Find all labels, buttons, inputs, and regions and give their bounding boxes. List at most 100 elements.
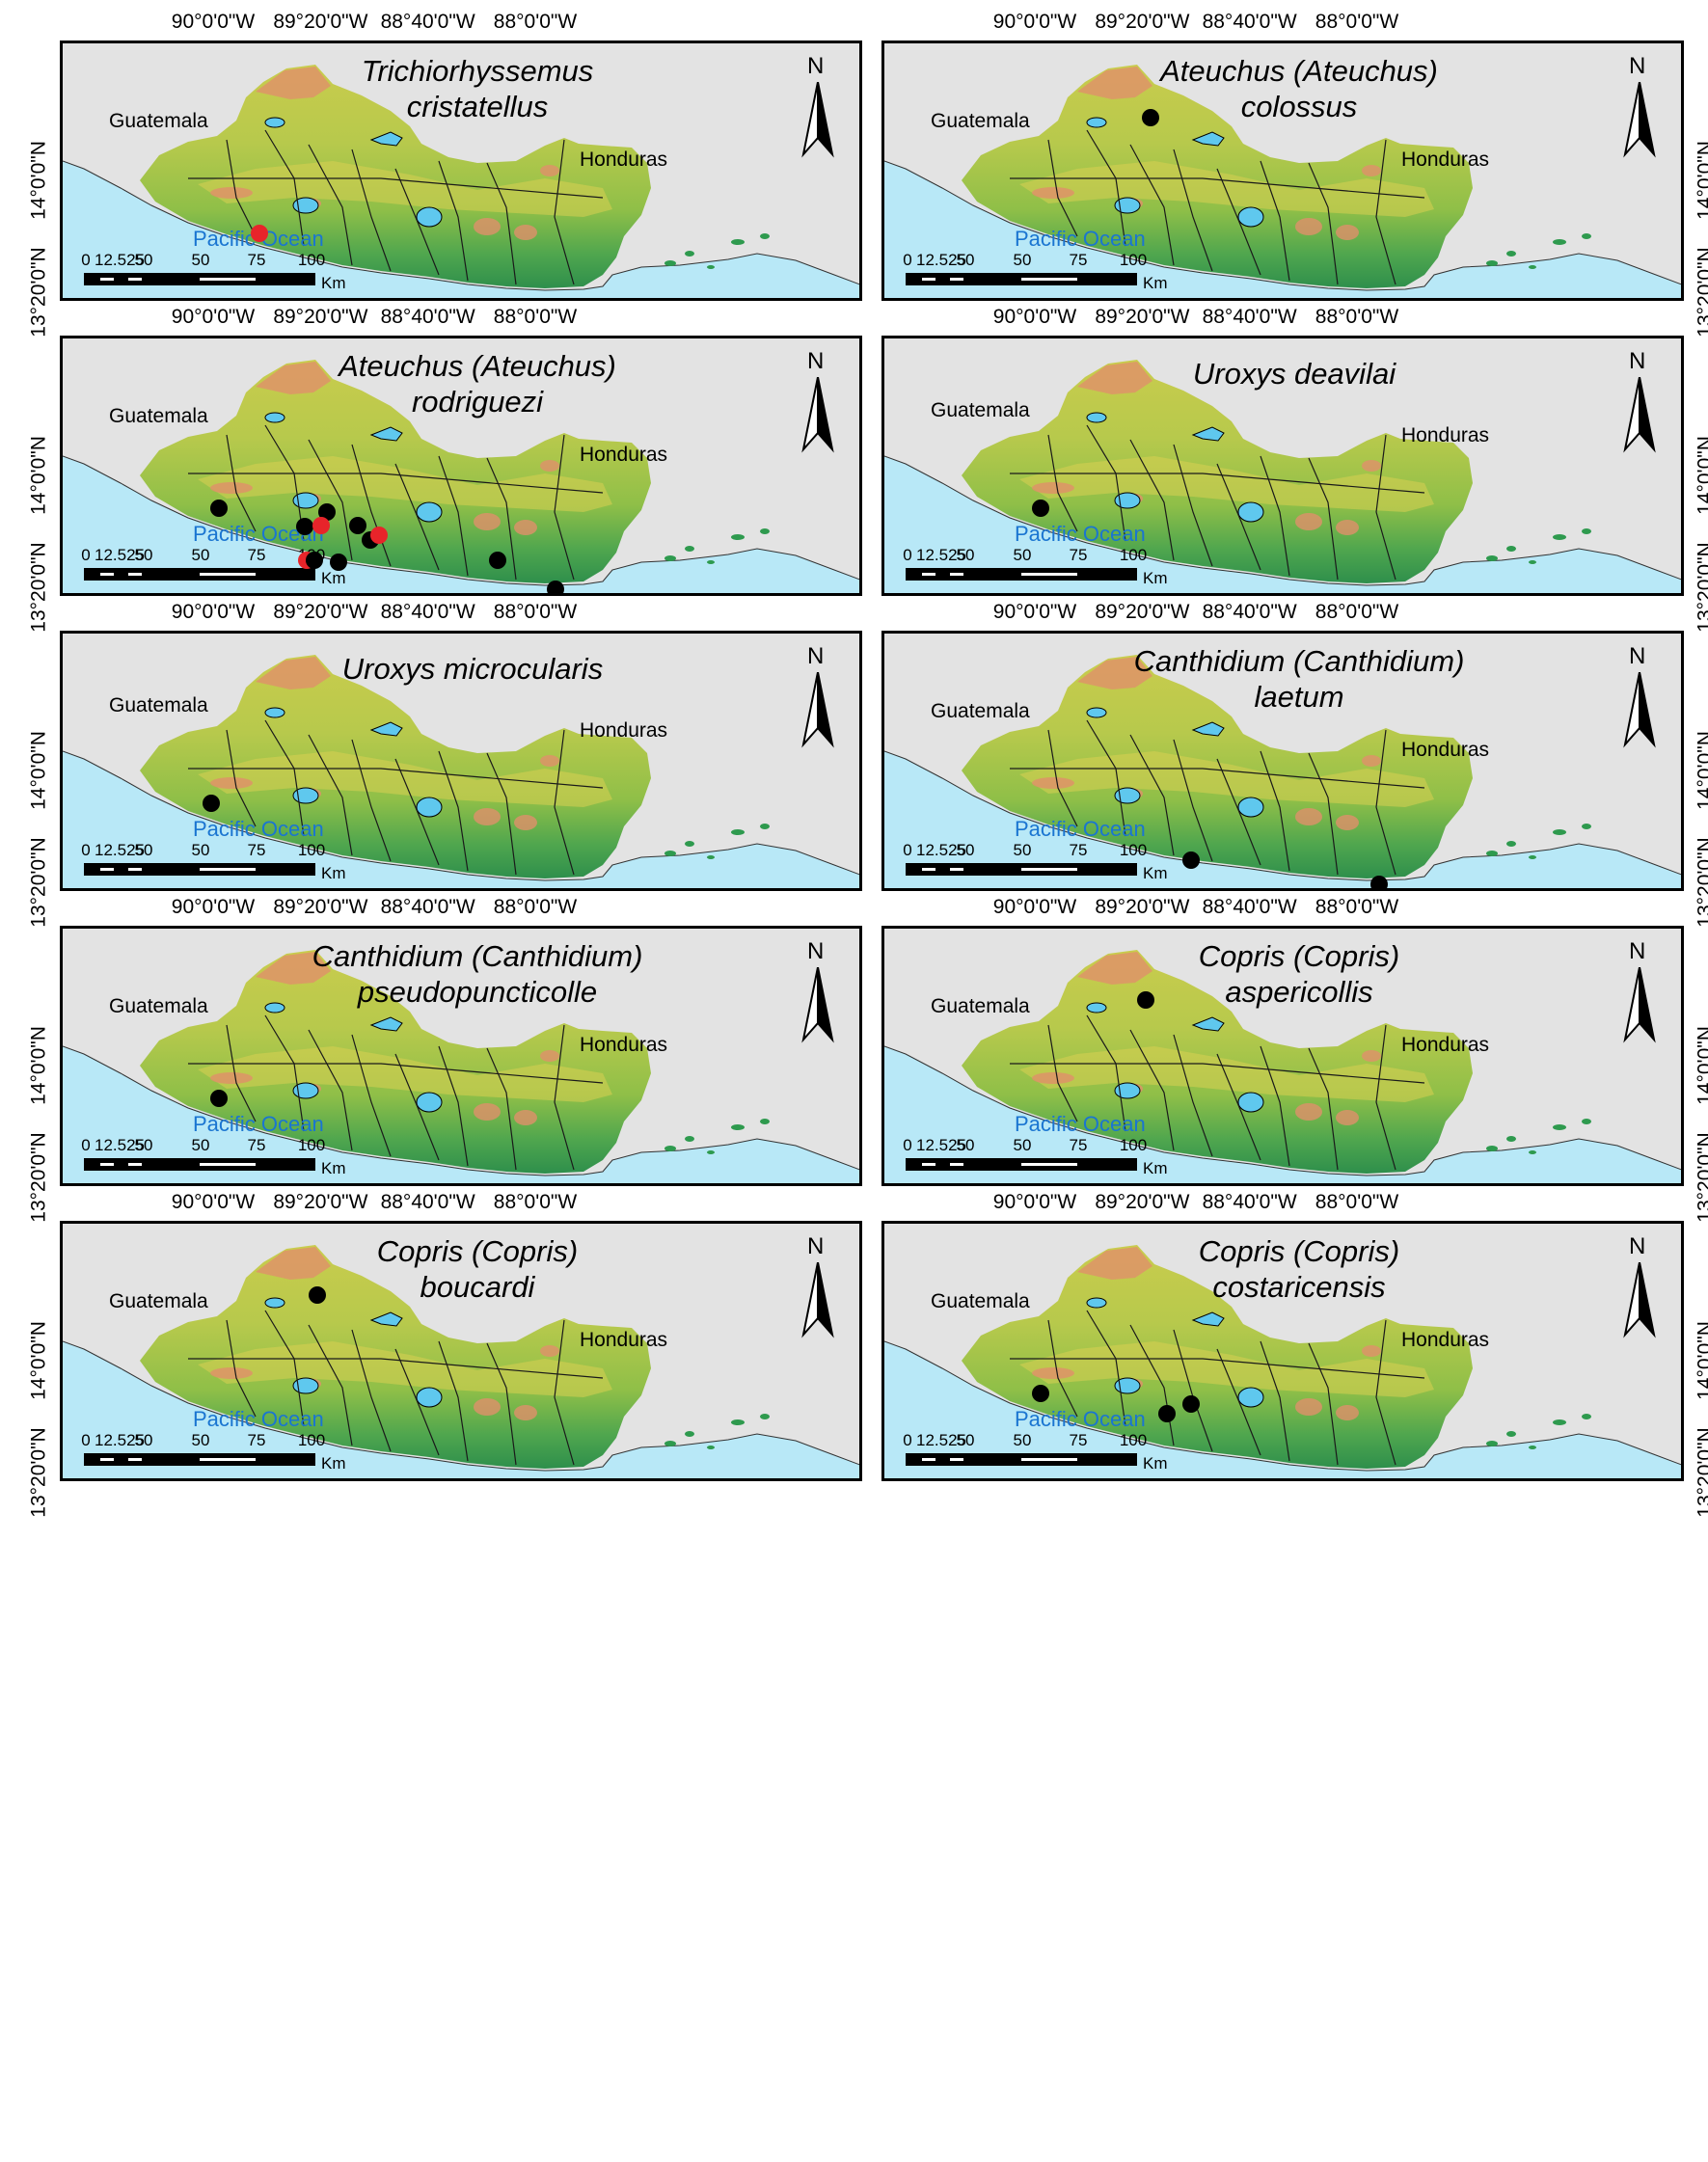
lake-suchitlan <box>369 721 403 737</box>
scale-unit: Km <box>321 864 346 882</box>
record-point-1 <box>251 225 269 243</box>
scale-tick-25: 50 <box>956 251 975 269</box>
scale-segment <box>950 1163 963 1166</box>
latitude-label: 14°0'0"N <box>1694 1321 1708 1400</box>
honduras-label: Honduras <box>580 149 668 171</box>
scale-tick-0: 0 <box>81 1431 91 1449</box>
north-arrow-icon <box>1623 967 1656 1043</box>
scale-segment <box>128 278 142 281</box>
north-arrow-icon <box>801 377 834 453</box>
scale-segment <box>100 1458 114 1461</box>
scale-tick-0: 0 <box>903 1431 912 1449</box>
species-name: Trichiorhyssemus cristatellus <box>304 53 651 124</box>
volcano-west <box>1032 1072 1074 1084</box>
volcano-east <box>1336 815 1359 830</box>
longitude-label: 88°40'0"W <box>380 1191 475 1213</box>
volcano-san-miguel <box>474 1103 501 1121</box>
highland-band <box>1019 456 1434 512</box>
scale-tick-12-5: 12.525 <box>916 1431 966 1449</box>
species-name-line-1: Copris (Copris) <box>1198 939 1400 973</box>
scale-segment <box>128 1458 142 1461</box>
guatemala-label: Guatemala <box>931 700 1030 722</box>
volcano-west <box>1032 777 1074 789</box>
latitude-label: 14°0'0"N <box>27 141 50 220</box>
record-point-4 <box>312 516 330 534</box>
gulf-of-fonseca-islands <box>664 1414 770 1449</box>
pacific-ocean-area <box>884 1341 1681 1478</box>
scale-tick-100: 100 <box>1119 1136 1148 1154</box>
volcano-west <box>210 777 253 789</box>
guatemala-label: Guatemala <box>109 405 208 427</box>
scale-segment <box>128 868 142 871</box>
species-name-line-1: Canthidium (Canthidium) <box>1133 644 1465 678</box>
scale-tick-75: 75 <box>247 841 266 859</box>
record-point-2 <box>1157 1405 1176 1423</box>
north-arrow-icon <box>1623 377 1656 453</box>
lake-ilopango <box>1237 206 1264 228</box>
north-mountains <box>256 952 331 985</box>
scale-segment <box>950 278 963 281</box>
pacific-ocean-label: Pacific Ocean <box>193 1407 324 1431</box>
honduras-label: Honduras <box>1401 739 1490 761</box>
scale-tick-12-5: 12.525 <box>95 1431 145 1449</box>
latitude-label: 13°20'0"N <box>27 1427 50 1518</box>
department-borders <box>1010 1310 1425 1466</box>
coastline <box>884 160 1681 291</box>
lake-ilopango <box>1237 1092 1264 1113</box>
longitude-label: 90°0'0"W <box>171 306 256 328</box>
lake-guija <box>264 117 285 128</box>
scale-bar: 0 12.525 50 50 75 100 Km <box>903 842 1167 881</box>
longitude-label: 88°0'0"W <box>493 1191 578 1213</box>
scale-bar: 0 12.525 50 50 75 100 Km <box>81 1431 345 1472</box>
record-point-1 <box>1141 109 1159 127</box>
scale-bar-graphic <box>906 1158 1137 1171</box>
scale-unit: Km <box>1143 1454 1168 1473</box>
honduras-label: Honduras <box>580 1034 668 1056</box>
highland-band <box>1019 161 1434 217</box>
department-borders <box>188 719 604 876</box>
scale-unit: Km <box>1143 274 1168 292</box>
north-arrow: N <box>1615 350 1664 456</box>
scale-tick-100: 100 <box>1119 841 1148 859</box>
pacific-ocean-area <box>63 1046 859 1183</box>
species-name-line-2: pseudopuncticolle <box>357 975 598 1009</box>
record-point-12 <box>547 580 565 593</box>
pacific-ocean-area <box>63 751 859 888</box>
latitude-label: 13°20'0"N <box>1694 1427 1708 1518</box>
longitude-label: 90°0'0"W <box>992 11 1077 33</box>
volcano-east <box>1336 225 1359 240</box>
north-arrow: N <box>794 645 842 751</box>
lake-guija <box>264 1002 285 1013</box>
coastline <box>63 1340 859 1472</box>
scale-segment <box>100 278 114 281</box>
volcano-east-north <box>1362 460 1381 472</box>
north-arrow-letter: N <box>1629 348 1646 374</box>
scale-unit: Km <box>1143 864 1168 882</box>
lake-coatepeque <box>292 1082 319 1099</box>
lake-coatepeque <box>292 197 319 214</box>
latitude-label: 13°20'0"N <box>1694 247 1708 338</box>
guatemala-label: Guatemala <box>109 694 208 716</box>
volcano-east-north <box>1362 755 1381 767</box>
record-point-3 <box>318 502 337 521</box>
longitude-label: 90°0'0"W <box>171 896 256 918</box>
highland-band <box>1019 1046 1434 1102</box>
scale-unit: Km <box>321 1454 346 1473</box>
lake-suchitlan <box>369 131 403 147</box>
scale-segment <box>128 1163 142 1166</box>
longitude-label: 89°20'0"W <box>273 601 368 623</box>
species-name-line-2: laetum <box>1254 680 1344 714</box>
scale-bar: 0 12.525 50 50 75 100 Km <box>81 841 345 881</box>
scale-segment <box>100 1163 114 1166</box>
longitude-label: 90°0'0"W <box>992 306 1077 328</box>
map-panel-5: Uroxys microcularis Guatemala Honduras P… <box>60 631 862 891</box>
relief-map <box>884 338 1681 593</box>
species-name: Copris (Copris) boucardi <box>304 1233 651 1305</box>
scale-segment <box>950 1458 963 1461</box>
latitude-label: 13°20'0"N <box>27 542 50 633</box>
north-mountains <box>256 657 331 689</box>
honduras-label: Honduras <box>1401 424 1490 446</box>
longitude-label: 89°20'0"W <box>1095 1191 1190 1213</box>
lake-guija <box>264 412 285 423</box>
record-point-1 <box>1032 1385 1050 1403</box>
